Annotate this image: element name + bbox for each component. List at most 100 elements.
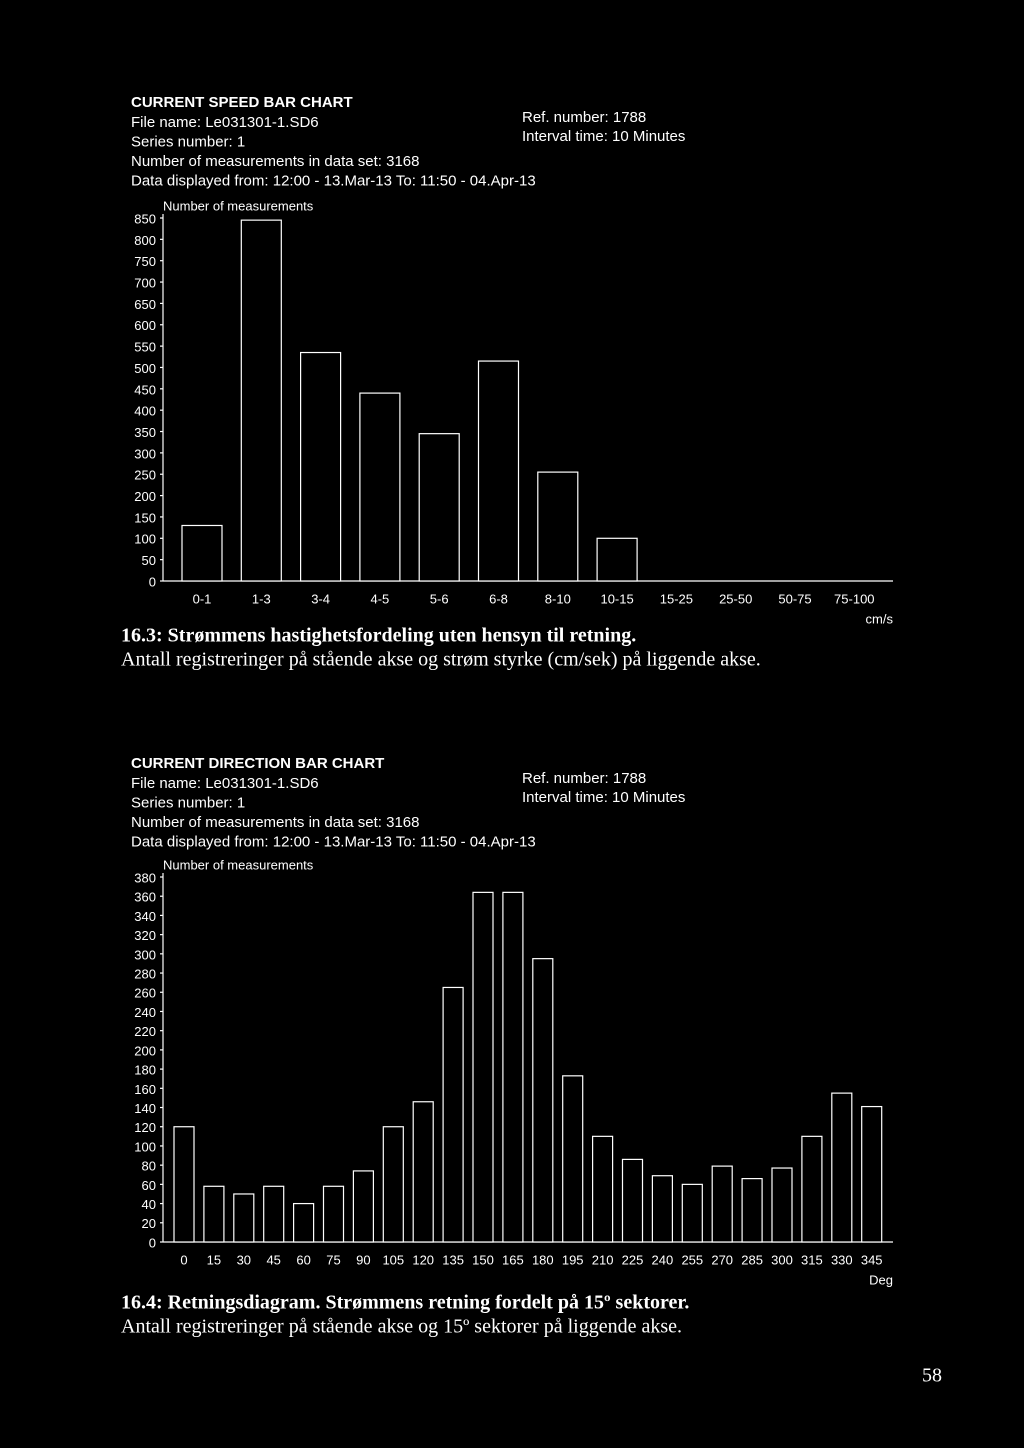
bar xyxy=(472,891,494,1243)
y-tick-label: 600 xyxy=(134,318,156,333)
info-line: Series number: 1 xyxy=(131,133,245,150)
x-tick-label: 150 xyxy=(472,1252,494,1267)
x-tick-label: 8-10 xyxy=(545,591,571,606)
y-tick-label: 200 xyxy=(134,489,156,504)
caption: Antall registreringer på stående akse og… xyxy=(121,649,761,671)
y-tick-label: 800 xyxy=(134,233,156,248)
y-tick-label: 450 xyxy=(134,382,156,397)
x-tick-label: 15 xyxy=(207,1252,221,1267)
x-tick-label: 75-100 xyxy=(834,591,874,606)
bar xyxy=(181,524,223,582)
x-tick-label: 50-75 xyxy=(778,591,811,606)
x-tick-label: 255 xyxy=(681,1252,703,1267)
x-tick-label: 3-4 xyxy=(311,591,330,606)
x-tick-label: 165 xyxy=(502,1252,524,1267)
bar xyxy=(861,1105,883,1243)
bar xyxy=(831,1092,853,1243)
page-number: 58 xyxy=(922,1365,942,1387)
x-tick-label: 45 xyxy=(266,1252,280,1267)
caption: Antall registreringer på stående akse og… xyxy=(121,1316,682,1338)
info-line: File name: Le031301-1.SD6 xyxy=(131,114,319,131)
info-line: Data displayed from: 12:00 - 13.Mar-13 T… xyxy=(131,833,536,850)
bar xyxy=(591,1135,614,1243)
bar xyxy=(263,1185,285,1243)
y-tick-label: 180 xyxy=(134,1063,156,1078)
y-tick-label: 100 xyxy=(134,532,156,547)
y-axis-label: Number of measurements xyxy=(163,198,314,213)
bar xyxy=(477,360,520,582)
x-tick-label: 1-3 xyxy=(252,591,271,606)
x-tick-label: 0 xyxy=(180,1252,187,1267)
y-tick-label: 150 xyxy=(134,510,156,525)
bar xyxy=(359,392,401,582)
x-tick-label: 10-15 xyxy=(600,591,633,606)
bar xyxy=(233,1193,255,1243)
y-tick-label: 280 xyxy=(134,966,156,981)
y-axis-label: Number of measurements xyxy=(163,857,314,872)
y-tick-label: 140 xyxy=(134,1101,156,1116)
bar xyxy=(532,958,554,1243)
x-tick-label: 4-5 xyxy=(371,591,390,606)
y-tick-label: 260 xyxy=(134,986,156,1001)
bar xyxy=(562,1075,584,1243)
bar xyxy=(382,1126,404,1243)
y-tick-label: 200 xyxy=(134,1043,156,1058)
bar xyxy=(651,1175,674,1243)
bar xyxy=(711,1165,733,1243)
bar xyxy=(173,1126,195,1243)
y-tick-label: 0 xyxy=(149,1235,156,1250)
x-tick-label: 195 xyxy=(562,1252,584,1267)
y-tick-label: 100 xyxy=(134,1139,156,1154)
info-line: Interval time: 10 Minutes xyxy=(522,789,685,806)
y-tick-label: 60 xyxy=(142,1178,156,1193)
x-tick-label: 15-25 xyxy=(660,591,693,606)
y-tick-label: 50 xyxy=(142,553,156,568)
bar xyxy=(418,433,460,582)
bar xyxy=(621,1158,644,1243)
y-tick-label: 850 xyxy=(134,211,156,226)
x-tick-label: 120 xyxy=(412,1252,434,1267)
y-tick-label: 380 xyxy=(134,870,156,885)
bar xyxy=(442,986,464,1243)
x-tick-label: 180 xyxy=(532,1252,554,1267)
x-tick-label: 345 xyxy=(861,1252,883,1267)
y-tick-label: 750 xyxy=(134,254,156,269)
chart-title: CURRENT SPEED BAR CHART xyxy=(131,94,353,111)
x-tick-label: 270 xyxy=(711,1252,733,1267)
caption: 16.3: Strømmens hastighetsfordeling uten… xyxy=(121,625,636,647)
y-tick-label: 220 xyxy=(134,1024,156,1039)
y-tick-label: 0 xyxy=(149,574,156,589)
bar xyxy=(300,351,342,582)
y-tick-label: 240 xyxy=(134,1005,156,1020)
info-line: Number of measurements in data set: 3168 xyxy=(131,814,420,831)
x-tick-label: 135 xyxy=(442,1252,464,1267)
y-tick-label: 300 xyxy=(134,947,156,962)
bar xyxy=(412,1101,434,1243)
info-line: Ref. number: 1788 xyxy=(522,109,646,126)
y-tick-label: 300 xyxy=(134,446,156,461)
y-tick-label: 360 xyxy=(134,890,156,905)
y-tick-label: 700 xyxy=(134,275,156,290)
y-tick-label: 40 xyxy=(142,1197,156,1212)
x-tick-label: 315 xyxy=(801,1252,823,1267)
x-tick-label: 105 xyxy=(382,1252,404,1267)
y-tick-label: 350 xyxy=(134,425,156,440)
x-tick-label: 225 xyxy=(622,1252,644,1267)
info-line: Data displayed from: 12:00 - 13.Mar-13 T… xyxy=(131,172,536,189)
x-tick-label: 330 xyxy=(831,1252,853,1267)
y-tick-label: 120 xyxy=(134,1120,156,1135)
bar xyxy=(801,1135,823,1243)
info-line: Ref. number: 1788 xyxy=(522,770,646,787)
x-axis-label: Deg xyxy=(869,1272,893,1287)
bar xyxy=(741,1178,763,1243)
info-line: Interval time: 10 Minutes xyxy=(522,128,685,145)
x-tick-label: 30 xyxy=(237,1252,251,1267)
y-tick-label: 160 xyxy=(134,1082,156,1097)
info-line: Series number: 1 xyxy=(131,794,245,811)
bar xyxy=(352,1170,374,1243)
x-axis-label: cm/s xyxy=(866,611,894,626)
y-tick-label: 20 xyxy=(142,1216,156,1231)
bar xyxy=(596,537,638,582)
